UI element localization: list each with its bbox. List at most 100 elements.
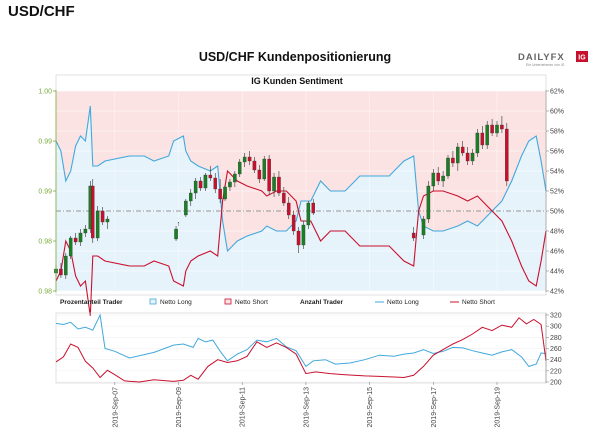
candle-body xyxy=(242,156,247,163)
legend-pct-short: Netto Short xyxy=(235,299,268,306)
candle-body xyxy=(291,214,296,232)
candle-47 xyxy=(451,151,455,167)
candle-body xyxy=(78,232,83,243)
candle-body xyxy=(91,185,95,239)
count-panel-border xyxy=(55,312,547,384)
legend-long-swatch xyxy=(149,298,157,305)
legend-count-short: Netto Short xyxy=(462,299,495,306)
pct-tick-label-7: 48% xyxy=(550,229,564,236)
candle-39 xyxy=(311,199,315,215)
date-tick-label-3: 2019-Sep-13 xyxy=(303,387,310,428)
candle-body xyxy=(252,160,257,171)
candle-body xyxy=(237,161,242,175)
candle-50 xyxy=(465,147,470,165)
candle-36 xyxy=(296,227,301,253)
pct-tick-label-8: 46% xyxy=(550,249,564,256)
date-axis: 2019-Sep-07 2019-Sep-09 2019-Sep-11 2019-Se… xyxy=(112,382,502,428)
count-lines xyxy=(55,313,547,383)
candle-body xyxy=(490,124,494,134)
candle-45 xyxy=(441,171,445,187)
candle-body xyxy=(431,172,436,187)
candle-body xyxy=(470,152,475,162)
count-tick-label-0: 320 xyxy=(550,313,562,320)
candle-14 xyxy=(188,189,193,206)
percent-axis: 62% 60% 58% 56% 54% 52% 50% 48% 46% 44% 42% xyxy=(545,89,564,296)
candle-body xyxy=(460,146,465,154)
candle-2 xyxy=(64,253,68,279)
candle-9 xyxy=(95,206,100,241)
pct-tick-label-10: 42% xyxy=(550,289,564,296)
count-tick-label-6: 200 xyxy=(550,380,562,387)
pct-tick-label-5: 52% xyxy=(550,189,564,196)
candle-body xyxy=(184,200,188,216)
candle-body xyxy=(257,169,262,180)
candle-body xyxy=(441,175,445,182)
candle-body xyxy=(306,202,311,226)
candle-58 xyxy=(505,123,509,186)
candle-40 xyxy=(411,227,416,241)
candle-body xyxy=(505,128,509,182)
candle-13 xyxy=(184,199,188,217)
pct-tick-label-0: 62% xyxy=(550,89,564,96)
candle-body xyxy=(485,124,489,146)
price-tick-label-4: 0.98 xyxy=(38,289,52,296)
candle-17 xyxy=(203,173,208,191)
candle-52 xyxy=(475,129,480,157)
candle-body xyxy=(451,157,455,164)
candle-body xyxy=(247,156,252,162)
candle-body xyxy=(426,185,431,220)
candle-body xyxy=(105,218,110,223)
sentiment-lines xyxy=(55,105,547,317)
candle-body xyxy=(64,255,68,276)
candle-body xyxy=(213,177,217,190)
candle-23 xyxy=(233,171,237,187)
candle-16 xyxy=(198,177,203,191)
candle-27 xyxy=(252,157,257,173)
candle-20 xyxy=(218,179,222,203)
candle-body xyxy=(59,268,63,276)
candle-body xyxy=(421,218,426,236)
candle-31 xyxy=(272,173,276,197)
candle-body xyxy=(100,210,105,223)
date-tick-label-2: 2019-Sep-11 xyxy=(240,387,247,427)
count-tick-label-2: 280 xyxy=(550,335,562,342)
candle-body xyxy=(83,228,88,234)
candle-body xyxy=(174,228,178,240)
candle-body xyxy=(68,237,73,257)
candle-body xyxy=(465,152,470,162)
price-tick-label-0: 1.00 xyxy=(38,89,52,96)
candle-51 xyxy=(470,149,475,165)
candle-body xyxy=(223,186,227,200)
candle-body xyxy=(456,146,460,164)
candle-body xyxy=(311,202,315,214)
candle-34 xyxy=(286,197,291,219)
candle-15 xyxy=(193,178,198,199)
candle-55 xyxy=(490,119,494,136)
candle-body xyxy=(188,192,193,202)
candle-body xyxy=(267,158,271,192)
count-tick-label-1: 300 xyxy=(550,324,562,331)
candle-25 xyxy=(242,153,247,167)
price-candles xyxy=(54,116,509,279)
candle-12 xyxy=(174,226,178,241)
candle-body xyxy=(475,132,480,154)
annotations: ↑ xyxy=(177,221,181,228)
candle-body xyxy=(95,210,100,239)
candle-21 xyxy=(223,185,227,201)
candle-37 xyxy=(301,221,306,249)
dailyfx-tagline: Ein Unternehmen von IG xyxy=(526,63,565,67)
legend-count-title: Anzahl Trader xyxy=(300,299,343,306)
candle-18 xyxy=(208,166,213,181)
candle-body xyxy=(193,180,198,194)
candle-46 xyxy=(446,155,450,179)
count-long-line xyxy=(55,313,547,368)
date-tick-label-1: 2019-Sep-09 xyxy=(176,387,183,428)
candle-body xyxy=(301,224,306,246)
legend: Prozentanteil Trader Netto Long Netto Sh… xyxy=(60,298,495,306)
candle-body xyxy=(198,180,203,189)
candle-body xyxy=(286,202,291,216)
candle-body xyxy=(495,124,499,134)
count-tick-label-5: 220 xyxy=(550,368,562,375)
candle-body xyxy=(218,188,222,200)
